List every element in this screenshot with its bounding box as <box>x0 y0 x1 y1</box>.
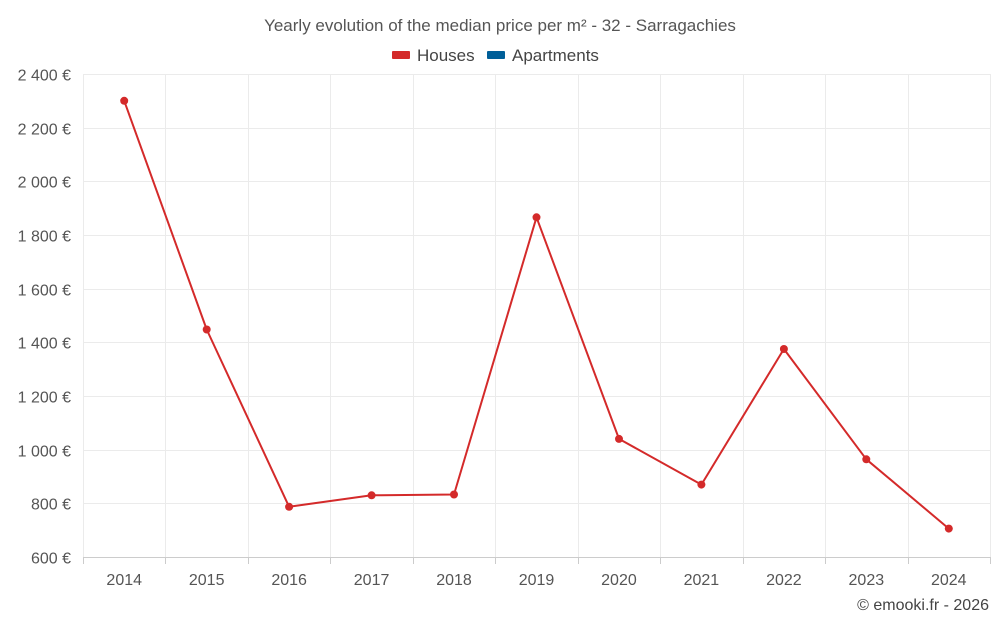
data-point-houses[interactable] <box>944 524 953 533</box>
y-tick-label: 1 200 € <box>18 390 71 407</box>
x-tick-label: 2014 <box>106 572 142 589</box>
x-tick-label: 2020 <box>601 572 637 589</box>
data-point-houses[interactable] <box>202 325 211 334</box>
data-point-houses[interactable] <box>120 96 129 105</box>
x-tick-label: 2024 <box>931 572 967 589</box>
x-tick-label: 2015 <box>189 572 225 589</box>
x-tick-label: 2022 <box>766 572 802 589</box>
legend-label-houses: Houses <box>417 46 475 65</box>
y-tick-label: 800 € <box>31 497 71 514</box>
legend: Houses Apartments <box>392 46 599 65</box>
legend-swatch-houses <box>392 51 410 59</box>
y-gridlines <box>83 74 990 558</box>
y-tick-label: 600 € <box>31 551 71 568</box>
y-tick-label: 1 800 € <box>18 229 71 246</box>
x-tick-label: 2017 <box>354 572 390 589</box>
plot-series <box>120 96 953 533</box>
legend-item-apartments[interactable]: Apartments <box>487 46 599 65</box>
x-axis: 2014 2015 2016 2017 2018 2019 2020 2021 2022 2023… <box>83 557 991 589</box>
y-tick-label: 2 400 € <box>18 68 71 85</box>
data-point-houses[interactable] <box>450 490 458 499</box>
legend-label-apartments: Apartments <box>512 46 599 65</box>
y-tick-label: 1 000 € <box>18 444 71 461</box>
x-tick-label: 2021 <box>684 572 720 589</box>
y-axis: 600 € 800 € 1 000 € 1 200 € 1 400 € 1 600 € 1 … <box>18 68 71 568</box>
y-tick-label: 1 600 € <box>18 283 71 300</box>
legend-swatch-apartments <box>487 51 505 59</box>
data-point-houses[interactable] <box>532 213 541 222</box>
data-point-houses[interactable] <box>779 345 788 353</box>
x-tick-label: 2023 <box>849 572 885 589</box>
data-point-houses[interactable] <box>862 455 871 464</box>
y-tick-label: 1 400 € <box>18 336 71 353</box>
x-tick-label: 2016 <box>271 572 307 589</box>
credit-text: © emooki.fr - 2026 <box>857 597 989 614</box>
data-point-houses[interactable] <box>285 502 294 511</box>
x-gridlines <box>83 74 991 557</box>
data-point-houses[interactable] <box>615 434 623 443</box>
data-point-houses[interactable] <box>367 491 376 500</box>
x-tick-label: 2019 <box>519 572 555 589</box>
y-tick-label: 2 200 € <box>18 122 71 139</box>
x-tick-label: 2018 <box>436 572 472 589</box>
legend-item-houses[interactable]: Houses <box>392 46 475 65</box>
data-point-houses[interactable] <box>697 480 706 489</box>
y-tick-label: 2 000 € <box>18 175 71 192</box>
chart-title: Yearly evolution of the median price per… <box>264 16 736 35</box>
